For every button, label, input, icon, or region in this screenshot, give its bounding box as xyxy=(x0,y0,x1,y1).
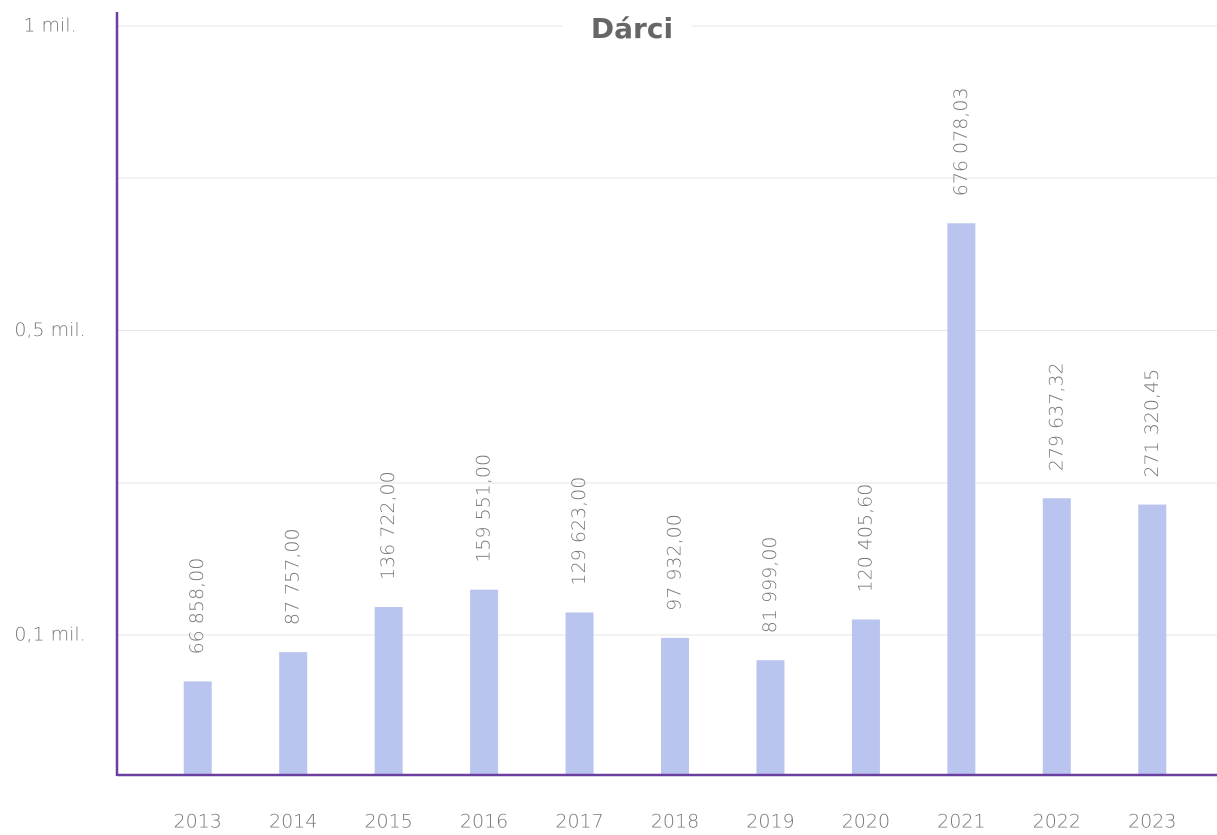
x-tick-label: 2019 xyxy=(746,811,794,833)
bar xyxy=(374,607,403,775)
value-label: 66 858,00 xyxy=(186,558,208,655)
value-label: 129 623,00 xyxy=(568,477,590,586)
value-label: 81 999,00 xyxy=(759,536,781,633)
value-label: 136 722,00 xyxy=(377,471,399,580)
y-tick-label: 1 mil. xyxy=(23,15,76,37)
x-tick-label: 2017 xyxy=(555,811,603,833)
x-tick-label: 2020 xyxy=(842,811,890,833)
value-label: 120 405,60 xyxy=(854,484,876,593)
x-tick-label: 2016 xyxy=(460,811,508,833)
bar xyxy=(1042,498,1071,775)
value-label: 279 637,32 xyxy=(1045,362,1067,471)
value-label: 676 078,03 xyxy=(950,87,972,196)
chart-title: Dárci xyxy=(591,12,673,45)
bar xyxy=(851,619,880,775)
grid xyxy=(117,177,1217,484)
bar xyxy=(470,589,499,775)
bar xyxy=(756,660,785,775)
y-tick-label: 0,1 mil. xyxy=(14,624,85,646)
title-background xyxy=(562,8,692,48)
y-tick-label: 0,5 mil. xyxy=(14,319,85,341)
x-tick-label: 2015 xyxy=(364,811,412,833)
bar xyxy=(661,637,689,775)
value-label: 97 932,00 xyxy=(664,514,686,611)
bar xyxy=(183,681,212,775)
value-label: 159 551,00 xyxy=(473,454,495,563)
x-tick-label: 2022 xyxy=(1033,811,1081,833)
x-tick-label: 2018 xyxy=(651,811,699,833)
bar xyxy=(279,652,308,775)
value-label: 271 320,45 xyxy=(1141,369,1163,478)
bar xyxy=(947,223,976,775)
x-tick-label: 2021 xyxy=(937,811,985,833)
bar xyxy=(1138,504,1167,775)
x-tick-label: 2023 xyxy=(1128,811,1176,833)
x-tick-label: 2014 xyxy=(269,811,317,833)
bar xyxy=(565,612,594,775)
value-label: 87 757,00 xyxy=(282,528,304,625)
x-tick-label: 2013 xyxy=(174,811,222,833)
